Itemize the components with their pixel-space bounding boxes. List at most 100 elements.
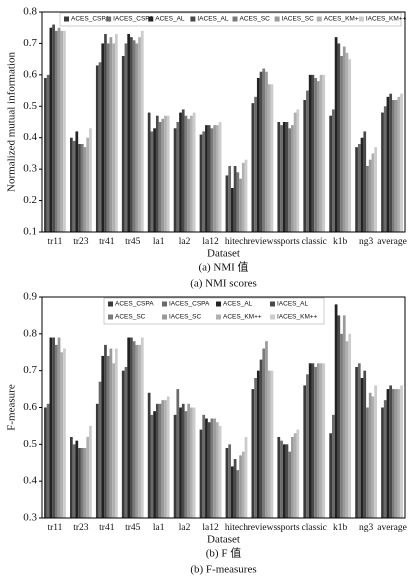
x-tick-label: tr11 (47, 523, 62, 533)
bar (179, 112, 182, 232)
legend-swatch (190, 16, 196, 22)
bar (57, 337, 61, 518)
bar (233, 166, 237, 232)
bar (181, 109, 185, 232)
legend-label: IACES_KM++ (366, 16, 407, 23)
x-tick-label: la1 (153, 237, 165, 247)
bar (337, 315, 341, 518)
bar (63, 348, 66, 518)
y-tick-label: 0.4 (23, 475, 37, 487)
bar (288, 128, 292, 232)
bar (251, 389, 255, 518)
y-tick-label: 0.2 (23, 194, 37, 206)
bar (215, 422, 219, 518)
bar (342, 46, 346, 233)
bar (288, 451, 292, 518)
bar (360, 137, 364, 232)
bar (173, 128, 177, 232)
y-axis-label: F-measure (6, 384, 18, 431)
bar (207, 125, 211, 232)
x-tick-label: la12 (202, 237, 219, 247)
bar (270, 370, 274, 518)
x-axis-label: Dataset (207, 534, 240, 546)
bar (363, 370, 367, 518)
y-tick-label: 0.9 (23, 291, 37, 303)
bar (210, 418, 214, 518)
legend-label: ACES_KM++ (324, 16, 363, 23)
legend-label: IACES_KM++ (277, 314, 318, 321)
legend-swatch (216, 314, 221, 320)
bar (285, 122, 289, 232)
bar (366, 166, 369, 232)
bar (121, 370, 125, 518)
bar (303, 100, 307, 232)
x-tick-label: sports (277, 523, 300, 533)
legend-label: IACES_SC (282, 16, 314, 23)
bar (316, 363, 320, 518)
bar (121, 56, 125, 232)
bar (259, 71, 263, 232)
legend-swatch (232, 16, 238, 22)
bar (262, 68, 266, 232)
bar (383, 106, 387, 232)
y-tick-label: 0.3 (23, 512, 37, 524)
bar (231, 466, 234, 518)
bar (112, 43, 115, 232)
bar (381, 112, 384, 232)
bar (389, 93, 393, 232)
chart-subtitle: (a) NMI scores (190, 278, 257, 290)
bar (101, 355, 105, 518)
legend-label: IACES_AL (277, 301, 308, 308)
bar (337, 43, 341, 232)
bar (228, 444, 232, 518)
bar (138, 344, 141, 518)
bar (256, 78, 260, 232)
bar (205, 125, 208, 232)
legend-swatch (274, 16, 280, 22)
legend-label: ACES_CSPA (115, 301, 154, 308)
bar (397, 389, 401, 518)
bar (357, 144, 361, 232)
y-tick-label: 0.7 (23, 364, 37, 376)
bar (161, 118, 165, 232)
bar (340, 333, 343, 518)
bar (192, 112, 196, 232)
bar (340, 56, 343, 232)
bar (334, 37, 338, 233)
bar (83, 448, 87, 518)
bar (244, 159, 248, 232)
bar (368, 159, 372, 232)
y-tick-label: 0.3 (23, 163, 37, 175)
bar (314, 78, 317, 232)
bar (150, 131, 154, 232)
bar (314, 366, 317, 518)
bar (52, 24, 55, 233)
bar (374, 385, 377, 518)
bar (184, 115, 188, 232)
bar (83, 147, 87, 232)
bar (127, 34, 131, 232)
bar (184, 411, 188, 518)
bar (98, 381, 102, 518)
bar (80, 144, 84, 232)
bar (187, 403, 191, 518)
bar (124, 366, 128, 518)
bar (262, 348, 266, 518)
bar (383, 400, 387, 518)
bar (239, 178, 242, 232)
bar (254, 96, 257, 232)
bar (329, 433, 333, 518)
bar (225, 448, 229, 518)
bar (225, 175, 229, 232)
chart-subtitle: (b) F-measures (190, 564, 256, 576)
bar (155, 403, 159, 518)
bar (267, 84, 271, 233)
bar (150, 414, 154, 518)
bar (70, 137, 73, 232)
bar (345, 52, 349, 232)
bar (46, 403, 50, 518)
bar (127, 337, 131, 518)
bar (381, 407, 384, 518)
x-tick-label: la12 (202, 523, 219, 533)
